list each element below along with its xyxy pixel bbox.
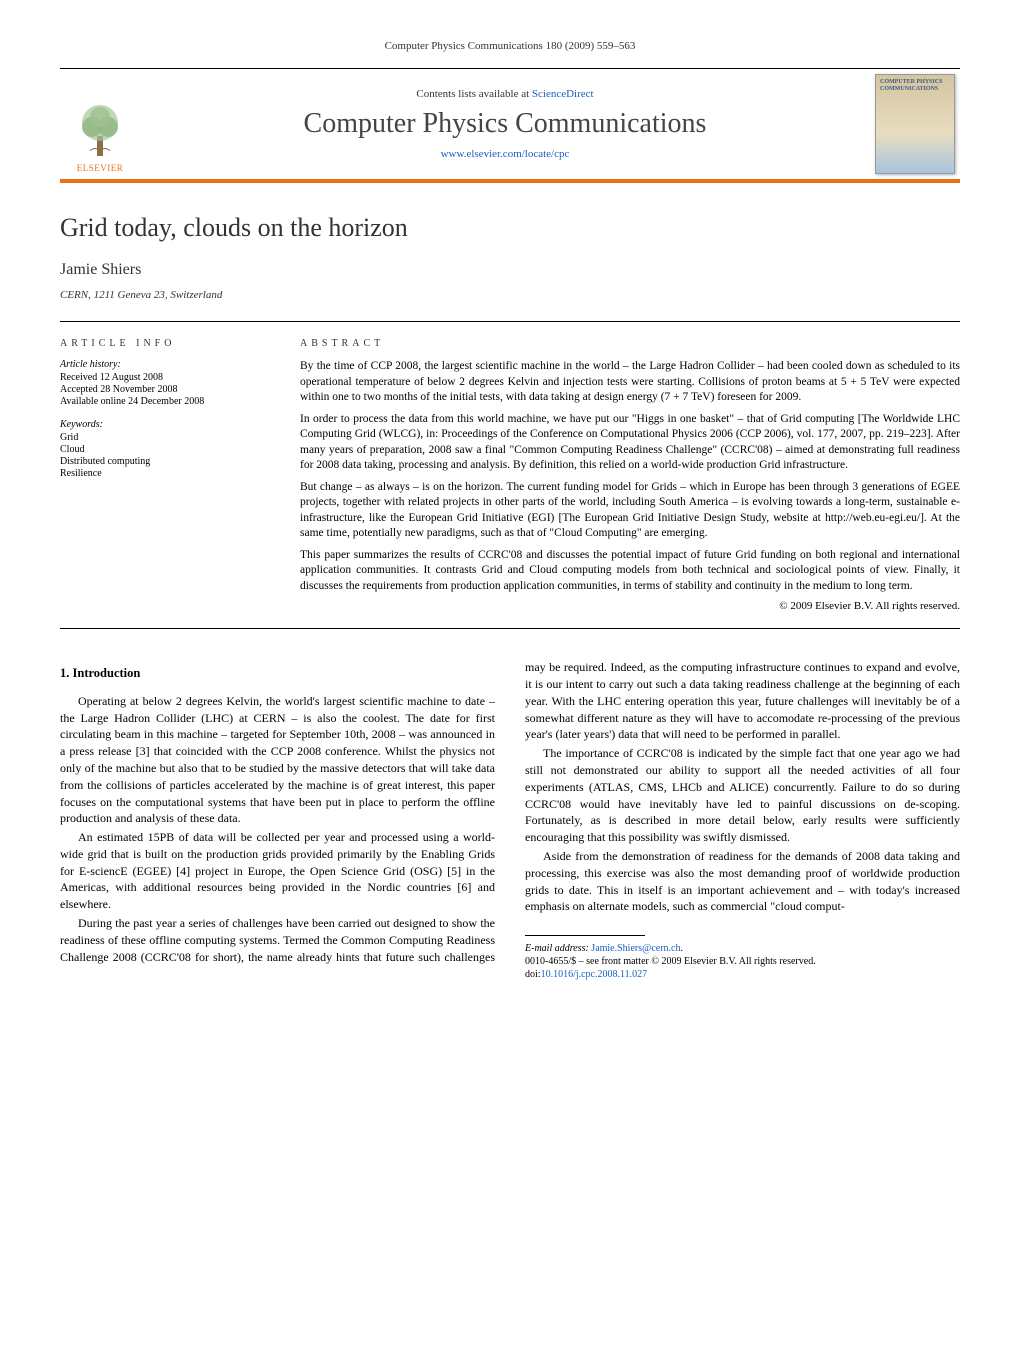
journal-name: Computer Physics Communications [304,108,707,140]
doi-line: doi:10.1016/j.cpc.2008.11.027 [525,968,960,981]
cover-title: COMPUTER PHYSICS COMMUNICATIONS [880,79,950,92]
keyword: Distributed computing [60,456,260,467]
author-name: Jamie Shiers [60,261,960,279]
abstract-paragraph: This paper summarizes the results of CCR… [300,548,960,595]
keyword: Grid [60,432,260,443]
section-heading: 1. Introduction [60,665,495,683]
keyword: Resilience [60,468,260,479]
abstract-paragraph: By the time of CCP 2008, the largest sci… [300,359,960,406]
abstract-copyright: © 2009 Elsevier B.V. All rights reserved… [300,600,960,612]
publisher-logo: ELSEVIER [60,69,140,179]
abstract-paragraph: But change – as always – is on the horiz… [300,480,960,542]
journal-url: www.elsevier.com/locate/cpc [441,148,570,160]
journal-banner: ELSEVIER Contents lists available at Sci… [60,68,960,183]
email-label: E-mail address: [525,943,589,954]
footer-divider [525,935,645,936]
elsevier-tree-icon [70,101,130,161]
article-title: Grid today, clouds on the horizon [60,213,960,243]
abstract-paragraph: In order to process the data from this w… [300,412,960,474]
accepted-date: Accepted 28 November 2008 [60,384,260,395]
footer-email-line: E-mail address: Jamie.Shiers@cern.ch. [525,942,960,955]
keyword: Cloud [60,444,260,455]
header-citation: Computer Physics Communications 180 (200… [60,40,960,52]
journal-url-link[interactable]: www.elsevier.com/locate/cpc [441,148,570,160]
body-paragraph: Aside from the demonstration of readines… [525,848,960,915]
author-email-link[interactable]: Jamie.Shiers@cern.ch [591,943,680,954]
contents-available-text: Contents lists available at ScienceDirec… [416,88,593,100]
publisher-name: ELSEVIER [77,163,124,173]
article-history-title: Article history: [60,359,260,370]
body-paragraph: Operating at below 2 degrees Kelvin, the… [60,693,495,827]
received-date: Received 12 August 2008 [60,372,260,383]
abstract-heading: ABSTRACT [300,338,960,349]
article-body: 1. Introduction Operating at below 2 deg… [60,659,960,981]
article-info-heading: ARTICLE INFO [60,338,260,349]
journal-cover: COMPUTER PHYSICS COMMUNICATIONS [870,69,960,179]
author-affiliation: CERN, 1211 Geneva 23, Switzerland [60,289,960,301]
article-info-sidebar: ARTICLE INFO Article history: Received 1… [60,338,260,612]
online-date: Available online 24 December 2008 [60,396,260,407]
doi-link[interactable]: 10.1016/j.cpc.2008.11.027 [541,969,648,980]
body-paragraph: An estimated 15PB of data will be collec… [60,829,495,913]
sciencedirect-link[interactable]: ScienceDirect [532,88,594,100]
body-paragraph: The importance of CCRC'08 is indicated b… [525,745,960,846]
abstract-column: ABSTRACT By the time of CCP 2008, the la… [300,338,960,612]
keywords-title: Keywords: [60,419,260,430]
issn-line: 0010-4655/$ – see front matter © 2009 El… [525,955,960,968]
